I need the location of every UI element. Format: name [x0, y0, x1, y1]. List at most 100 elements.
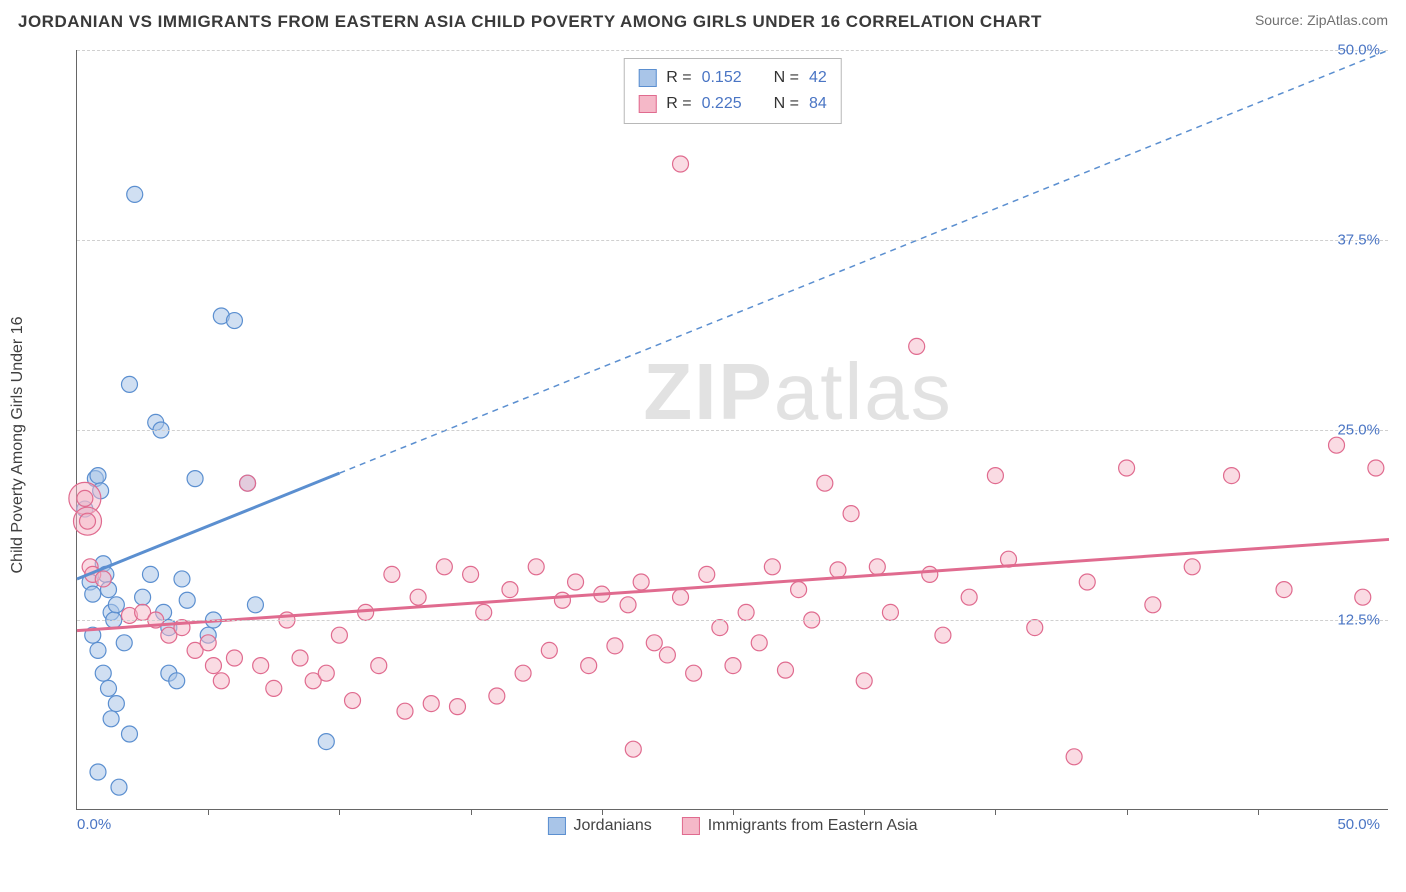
data-point: [240, 475, 256, 491]
legend-r-label: R =: [666, 65, 691, 91]
data-point: [179, 592, 195, 608]
data-point: [686, 665, 702, 681]
data-point: [100, 680, 116, 696]
data-point: [213, 673, 229, 689]
data-point: [187, 471, 203, 487]
data-point: [253, 658, 269, 674]
data-point: [935, 627, 951, 643]
data-point: [77, 490, 93, 506]
data-point: [515, 665, 531, 681]
x-tick: [339, 809, 340, 815]
y-tick-label: 25.0%: [1337, 422, 1380, 439]
data-point: [108, 696, 124, 712]
data-point: [397, 703, 413, 719]
data-point: [1145, 597, 1161, 613]
plot-area: ZIPatlas R = 0.152 N = 42 R = 0.225 N = …: [76, 50, 1388, 810]
x-tick: [864, 809, 865, 815]
trend-line-dashed: [339, 50, 1389, 473]
data-point: [331, 627, 347, 643]
data-point: [90, 468, 106, 484]
data-point: [423, 696, 439, 712]
data-point: [174, 571, 190, 587]
data-point: [1329, 437, 1345, 453]
data-point: [817, 475, 833, 491]
data-point: [169, 673, 185, 689]
data-point: [135, 589, 151, 605]
series-legend: Jordanians Immigrants from Eastern Asia: [547, 817, 917, 835]
legend-r-label: R =: [666, 91, 691, 117]
y-axis-label: Child Poverty Among Girls Under 16: [9, 317, 27, 574]
data-point: [95, 665, 111, 681]
data-point: [738, 604, 754, 620]
data-point: [1079, 574, 1095, 590]
legend-series-label: Jordanians: [573, 817, 651, 835]
data-point: [764, 559, 780, 575]
data-point: [127, 186, 143, 202]
data-point: [620, 597, 636, 613]
x-tick: [733, 809, 734, 815]
source-attribution: Source: ZipAtlas.com: [1255, 12, 1388, 28]
data-point: [463, 566, 479, 582]
data-point: [1224, 468, 1240, 484]
data-point: [205, 658, 221, 674]
data-point: [108, 597, 124, 613]
data-point: [751, 635, 767, 651]
data-point: [1368, 460, 1384, 476]
data-point: [103, 711, 119, 727]
data-point: [541, 642, 557, 658]
data-point: [625, 741, 641, 757]
data-point: [449, 699, 465, 715]
data-point: [791, 582, 807, 598]
legend-item: Immigrants from Eastern Asia: [682, 817, 918, 835]
data-point: [292, 650, 308, 666]
data-point: [79, 513, 95, 529]
data-point: [85, 586, 101, 602]
data-point: [410, 589, 426, 605]
data-point: [528, 559, 544, 575]
data-point: [961, 589, 977, 605]
data-point: [699, 566, 715, 582]
data-point: [111, 779, 127, 795]
data-point: [777, 662, 793, 678]
data-point: [843, 506, 859, 522]
grid-line: [77, 240, 1388, 241]
data-point: [869, 559, 885, 575]
data-point: [646, 635, 662, 651]
data-point: [987, 468, 1003, 484]
data-point: [922, 566, 938, 582]
data-point: [489, 688, 505, 704]
data-point: [476, 604, 492, 620]
legend-swatch: [638, 69, 656, 87]
data-point: [1119, 460, 1135, 476]
x-tick: [208, 809, 209, 815]
data-point: [371, 658, 387, 674]
legend-swatch: [638, 95, 656, 113]
data-point: [554, 592, 570, 608]
y-tick-label: 37.5%: [1337, 232, 1380, 249]
data-point: [1184, 559, 1200, 575]
data-point: [226, 313, 242, 329]
data-point: [384, 566, 400, 582]
data-point: [856, 673, 872, 689]
data-point: [712, 620, 728, 636]
data-point: [1355, 589, 1371, 605]
grid-line: [77, 430, 1388, 431]
x-tick: [602, 809, 603, 815]
legend-series-label: Immigrants from Eastern Asia: [708, 817, 918, 835]
legend-swatch: [547, 817, 565, 835]
data-point: [142, 566, 158, 582]
data-point: [673, 589, 689, 605]
grid-line: [77, 620, 1388, 621]
chart-title: JORDANIAN VS IMMIGRANTS FROM EASTERN ASI…: [18, 12, 1042, 32]
x-tick: [471, 809, 472, 815]
data-point: [266, 680, 282, 696]
data-point: [909, 338, 925, 354]
legend-r-value: 0.152: [702, 65, 742, 91]
x-tick: [1127, 809, 1128, 815]
correlation-legend: R = 0.152 N = 42 R = 0.225 N = 84: [623, 58, 842, 124]
legend-swatch: [682, 817, 700, 835]
data-point: [568, 574, 584, 590]
data-point: [1027, 620, 1043, 636]
trend-line-solid: [77, 473, 339, 579]
data-point: [121, 726, 137, 742]
